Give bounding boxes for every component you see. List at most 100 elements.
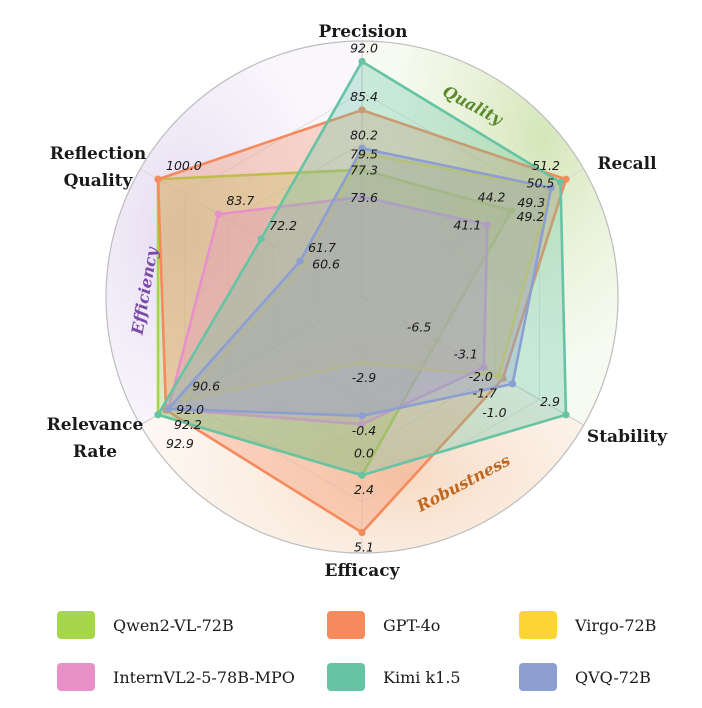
- axis-spoke: [361, 168, 584, 298]
- data-point: [483, 221, 491, 229]
- value-label: 92.2: [174, 417, 202, 432]
- value-label: 2.9: [540, 394, 560, 409]
- data-point: [257, 235, 265, 243]
- axis-title-relevance-rate: Relevance Rate: [47, 415, 144, 462]
- legend-label: InternVL2-5-78B-MPO: [113, 667, 295, 687]
- legend-item-internvl2-5-78b-mpo: InternVL2-5-78B-MPO: [57, 659, 295, 695]
- series-internvl2-5-78b-mpo: [164, 193, 491, 428]
- value-label: 79.5: [350, 146, 378, 161]
- data-point: [358, 471, 366, 479]
- value-label: 90.6: [192, 379, 220, 394]
- data-point: [358, 359, 366, 367]
- value-label: 50.5: [527, 175, 555, 190]
- data-point: [495, 372, 503, 380]
- data-point: [480, 363, 488, 371]
- data-point: [358, 528, 366, 537]
- value-label: 77.3: [350, 163, 378, 178]
- legend-item-gpt-4o: GPT-4o: [327, 607, 440, 643]
- axis-title-precision: Precision: [318, 22, 407, 42]
- axis-title-line: Recall: [597, 154, 657, 174]
- axis-title-stability: Stability: [587, 427, 668, 447]
- legend-label: Virgo-72B: [575, 615, 657, 635]
- value-label: 2.4: [354, 482, 374, 497]
- sector-divider: [361, 296, 584, 426]
- value-label: -1.7: [473, 385, 497, 400]
- legend-swatch: [327, 663, 365, 691]
- legend-item-qwen2-vl-72b: Qwen2-VL-72B: [57, 607, 234, 643]
- value-label: 100.0: [166, 158, 202, 173]
- value-label: 51.2: [532, 158, 560, 173]
- value-label: 60.6: [312, 257, 340, 272]
- series-kimi-k1-5: [154, 57, 570, 479]
- data-point: [562, 175, 570, 183]
- data-point: [358, 106, 366, 114]
- value-label: 61.7: [308, 240, 336, 255]
- data-point: [358, 420, 366, 428]
- data-point: [508, 380, 517, 388]
- value-label: -2.9: [352, 370, 376, 385]
- axis-title-line: Relevance: [47, 415, 144, 435]
- axis-title-line: Reflection: [50, 144, 146, 164]
- axis-title-reflection-quality: Reflection Quality: [50, 144, 146, 191]
- legend-swatch: [519, 663, 557, 691]
- series-qvq-72b: [164, 144, 555, 420]
- axis-spoke: [140, 168, 363, 298]
- value-label: -2.0: [468, 369, 492, 384]
- data-point: [433, 336, 441, 345]
- data-point: [214, 210, 223, 218]
- data-point: [507, 207, 516, 215]
- value-label: 5.1: [354, 540, 374, 555]
- value-label: 72.2: [269, 218, 297, 233]
- data-point: [547, 184, 555, 192]
- data-point: [562, 411, 570, 419]
- value-label: 44.2: [478, 190, 506, 205]
- data-point: [358, 412, 366, 420]
- axis-title-efficacy: Efficacy: [325, 561, 401, 581]
- legend-swatch: [57, 663, 95, 691]
- axis-title-line: Efficacy: [325, 561, 401, 581]
- data-point: [296, 257, 304, 265]
- value-label: 41.1: [453, 218, 481, 233]
- value-label: -3.1: [453, 346, 477, 361]
- value-label: 92.0: [176, 402, 204, 417]
- value-label: 0.0: [354, 445, 374, 460]
- legend-swatch: [327, 611, 365, 639]
- radar-chart: 92.0 85.4 80.2 79.5 77.3 100.0 51.2 50.5 49.349.…: [47, 22, 669, 581]
- legend-label: Kimi k1.5: [383, 667, 461, 687]
- data-point: [358, 144, 366, 152]
- legend-item-virgo-72b: Virgo-72B: [519, 607, 656, 643]
- legend-label: GPT-4o: [383, 615, 441, 635]
- axis-title-line: Precision: [318, 22, 407, 42]
- data-point: [154, 175, 162, 183]
- efficiency-sector: [106, 41, 362, 425]
- legend-label: Qwen2-VL-72B: [113, 615, 234, 635]
- value-label: 92.9: [166, 436, 194, 451]
- data-point: [358, 57, 366, 66]
- axis-title-line: Quality: [64, 171, 134, 191]
- legend: Qwen2-VL-72B GPT-4o Virgo-72B InternVL2-…: [0, 602, 702, 702]
- value-label: 49.3: [517, 195, 545, 210]
- value-label: -1.0: [482, 405, 506, 420]
- legend-swatch: [57, 611, 95, 639]
- value-label: 80.2: [350, 127, 378, 142]
- data-point: [358, 193, 366, 201]
- legend-item-qvq-72b: QVQ-72B: [519, 659, 651, 695]
- data-point: [556, 178, 565, 186]
- axis-title-line: Rate: [73, 442, 117, 462]
- data-point: [180, 396, 188, 404]
- sector-divider: [140, 296, 363, 426]
- value-label: -0.4: [352, 423, 376, 438]
- axis-title-line: Stability: [587, 427, 668, 447]
- data-point: [154, 411, 162, 419]
- data-point: [164, 405, 172, 413]
- value-label: -6.5: [407, 319, 431, 334]
- value-label: 83.7: [226, 193, 254, 208]
- legend-label: QVQ-72B: [575, 667, 651, 687]
- axis-title-recall: Recall: [597, 154, 657, 174]
- value-label: 73.6: [350, 190, 378, 205]
- value-label: 85.4: [350, 89, 378, 104]
- value-label: 92.0: [350, 40, 378, 55]
- value-label: 49.2: [517, 209, 545, 224]
- quality-sector: [362, 41, 618, 425]
- legend-swatch: [519, 611, 557, 639]
